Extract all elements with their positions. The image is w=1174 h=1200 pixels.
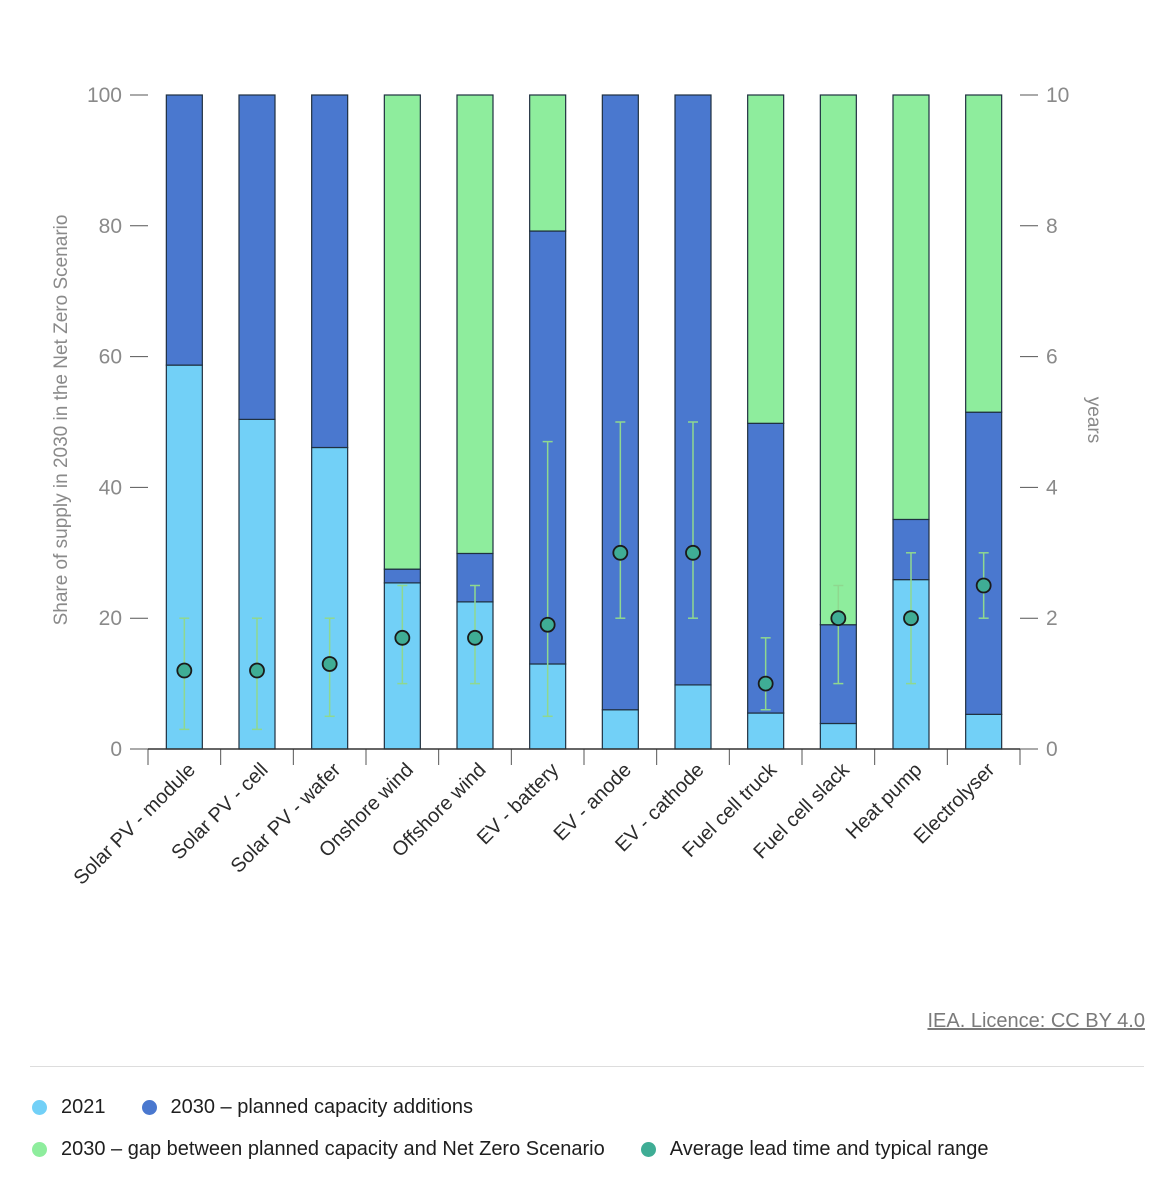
lead-time-point	[612, 544, 629, 561]
legend-item-lead-time[interactable]: Average lead time and typical range	[640, 1138, 989, 1161]
bar-segment-gap	[383, 94, 421, 570]
bar-segment-planned	[238, 94, 276, 420]
y2-tick-label: 0	[1046, 738, 1058, 761]
lead-time-point	[539, 616, 556, 633]
lead-time-point	[467, 629, 483, 646]
legend-divider	[30, 1066, 1144, 1067]
bar-segment-2021	[674, 684, 712, 750]
legend-swatch-planned	[141, 1100, 157, 1115]
legend-row-2: 2030 – gap between planned capacity and …	[32, 1138, 1024, 1161]
legend-item-gap[interactable]: 2030 – gap between planned capacity and …	[32, 1138, 605, 1161]
lead-time-point	[903, 610, 919, 627]
y2-tick-label: 6	[1046, 346, 1058, 369]
y-axis-title: Share of supply in 2030 in the Net Zero …	[51, 215, 72, 626]
legend-label-gap: 2030 – gap between planned capacity and …	[61, 1138, 605, 1160]
legend-label-planned: 2030 – planned capacity additions	[170, 1096, 473, 1118]
lead-time-point	[830, 610, 847, 627]
bar-segment-planned	[311, 94, 349, 449]
y-tick-label: 40	[99, 476, 122, 499]
y2-axis-title: years	[1083, 397, 1104, 443]
lead-time-point	[757, 675, 774, 692]
bar-segment-planned	[383, 568, 421, 584]
y-tick-label: 20	[99, 607, 122, 630]
bar-segment-2021	[747, 712, 785, 750]
y2-tick-label: 8	[1046, 215, 1058, 238]
y-tick-label: 80	[99, 215, 122, 238]
bar-segment-2021	[965, 713, 1003, 750]
bar-segment-gap	[529, 94, 567, 232]
y-tick-label: 100	[87, 84, 122, 107]
bar-segment-2021	[601, 709, 639, 750]
legend-row-1: 2021 2030 – planned capacity additions	[32, 1096, 509, 1119]
legend-swatch-gap	[32, 1142, 47, 1157]
bar-segment-gap	[892, 94, 930, 521]
legend-item-planned[interactable]: 2030 – planned capacity additions	[141, 1096, 473, 1119]
bar-segment-gap	[819, 94, 857, 626]
y2-tick-label: 2	[1046, 607, 1058, 630]
legend-label-lead-time: Average lead time and typical range	[669, 1138, 989, 1160]
y-tick-label: 0	[110, 738, 122, 761]
legend-swatch-2021	[32, 1100, 47, 1115]
x-category-label: Solar PV - module	[70, 759, 200, 889]
bar-segment-gap	[747, 94, 785, 424]
y2-tick-label: 4	[1046, 476, 1058, 499]
y2-tick-label: 10	[1046, 84, 1069, 107]
bar-segment-gap	[965, 94, 1003, 413]
bar-segment-gap	[456, 94, 494, 555]
lead-time-point	[685, 544, 701, 561]
lead-time-point	[321, 656, 338, 672]
lead-time-point	[394, 629, 411, 646]
y-tick-label: 60	[99, 346, 122, 369]
lead-time-point	[249, 662, 265, 679]
bar-segment-planned	[165, 94, 203, 366]
bar-segment-2021	[819, 722, 857, 750]
stacked-bar-chart: 0 20 40 60 80 100 0 2 4 6 8 10 Share of supply in 20…	[51, 84, 1104, 889]
lead-time-point	[176, 662, 193, 679]
legend-item-2021[interactable]: 2021	[32, 1096, 106, 1119]
legend-label-2021: 2021	[61, 1096, 106, 1118]
source-link[interactable]: IEA. Licence: CC BY 4.0	[927, 1010, 1145, 1032]
legend-swatch-lead-time	[640, 1142, 656, 1157]
lead-time-point	[975, 577, 992, 594]
